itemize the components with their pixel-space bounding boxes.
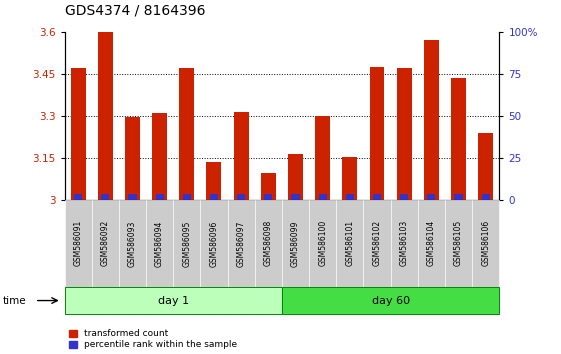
Bar xyxy=(125,117,140,200)
Text: GSM586105: GSM586105 xyxy=(454,220,463,267)
Legend: transformed count, percentile rank within the sample: transformed count, percentile rank withi… xyxy=(69,329,237,349)
Bar xyxy=(424,40,439,200)
Text: GSM586095: GSM586095 xyxy=(182,220,191,267)
Bar xyxy=(152,113,167,200)
Bar xyxy=(373,194,381,200)
Text: GSM586097: GSM586097 xyxy=(237,220,246,267)
Text: day 60: day 60 xyxy=(371,296,410,306)
Text: time: time xyxy=(3,296,26,306)
Text: GSM586104: GSM586104 xyxy=(427,220,436,267)
Bar xyxy=(264,194,273,200)
Bar xyxy=(180,68,194,200)
Text: GDS4374 / 8164396: GDS4374 / 8164396 xyxy=(65,4,205,18)
Bar xyxy=(315,116,330,200)
Bar xyxy=(291,194,300,200)
Text: GSM586099: GSM586099 xyxy=(291,220,300,267)
Text: GSM586092: GSM586092 xyxy=(101,220,110,267)
Text: GSM586101: GSM586101 xyxy=(346,220,355,267)
Bar xyxy=(370,67,384,200)
Bar xyxy=(101,194,109,200)
Text: GSM586103: GSM586103 xyxy=(399,220,408,267)
Bar xyxy=(237,194,245,200)
Bar xyxy=(71,68,86,200)
Bar xyxy=(454,194,463,200)
Bar xyxy=(346,194,354,200)
Text: GSM586100: GSM586100 xyxy=(318,220,327,267)
Bar xyxy=(451,78,466,200)
Text: GSM586094: GSM586094 xyxy=(155,220,164,267)
Text: GSM586102: GSM586102 xyxy=(373,220,381,267)
Bar xyxy=(155,194,164,200)
Bar xyxy=(342,156,357,200)
Bar xyxy=(74,194,82,200)
Text: GSM586091: GSM586091 xyxy=(73,220,82,267)
Text: day 1: day 1 xyxy=(158,296,188,306)
Bar xyxy=(206,162,222,200)
Bar xyxy=(128,194,136,200)
Bar xyxy=(481,194,490,200)
Bar xyxy=(210,194,218,200)
Text: GSM586106: GSM586106 xyxy=(481,220,490,267)
Bar xyxy=(397,68,412,200)
Bar xyxy=(288,154,303,200)
Text: GSM586093: GSM586093 xyxy=(128,220,137,267)
Bar xyxy=(478,133,493,200)
Bar xyxy=(427,194,435,200)
Text: GSM586098: GSM586098 xyxy=(264,220,273,267)
Bar xyxy=(400,194,408,200)
Bar xyxy=(234,112,249,200)
Bar xyxy=(98,32,113,200)
Bar xyxy=(183,194,191,200)
Text: GSM586096: GSM586096 xyxy=(209,220,218,267)
Bar xyxy=(261,173,276,200)
Bar xyxy=(319,194,327,200)
